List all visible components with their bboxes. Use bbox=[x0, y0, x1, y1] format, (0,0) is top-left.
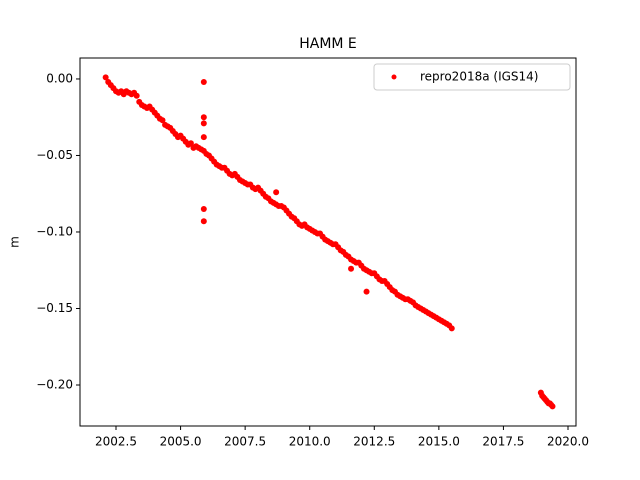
y-tick-label: 0.00 bbox=[46, 71, 73, 85]
x-tick-label: 2005.0 bbox=[160, 435, 202, 449]
data-point bbox=[133, 92, 140, 99]
data-point bbox=[200, 79, 207, 86]
data-point bbox=[273, 189, 280, 196]
x-tick-label: 2017.5 bbox=[482, 435, 524, 449]
y-tick-label: −0.20 bbox=[36, 377, 73, 391]
y-tick-label: −0.05 bbox=[36, 148, 73, 162]
data-point bbox=[200, 120, 207, 127]
y-tick-label: −0.15 bbox=[36, 301, 73, 315]
data-point bbox=[363, 288, 370, 295]
x-tick-label: 2015.0 bbox=[418, 435, 460, 449]
legend-label: repro2018a (IGS14) bbox=[420, 70, 538, 84]
y-axis-label: m bbox=[8, 236, 22, 248]
x-tick-label: 2012.5 bbox=[353, 435, 395, 449]
data-point bbox=[159, 117, 166, 124]
plot-frame bbox=[79, 57, 577, 427]
x-tick-label: 2007.5 bbox=[224, 435, 266, 449]
data-point bbox=[348, 265, 355, 272]
legend-box bbox=[373, 63, 571, 91]
data-point bbox=[200, 218, 207, 225]
data-point bbox=[200, 206, 207, 213]
data-point bbox=[549, 403, 556, 410]
legend-marker bbox=[391, 74, 397, 80]
chart-title: HAMM E bbox=[299, 36, 357, 52]
data-point bbox=[187, 140, 194, 147]
data-point bbox=[200, 134, 207, 141]
x-tick-label: 2020.0 bbox=[547, 435, 589, 449]
data-point bbox=[102, 74, 109, 81]
x-tick-label: 2002.5 bbox=[95, 435, 137, 449]
x-tick-label: 2010.0 bbox=[289, 435, 331, 449]
data-point bbox=[448, 325, 455, 332]
data-point bbox=[200, 114, 207, 121]
y-tick-label: −0.10 bbox=[36, 224, 73, 238]
